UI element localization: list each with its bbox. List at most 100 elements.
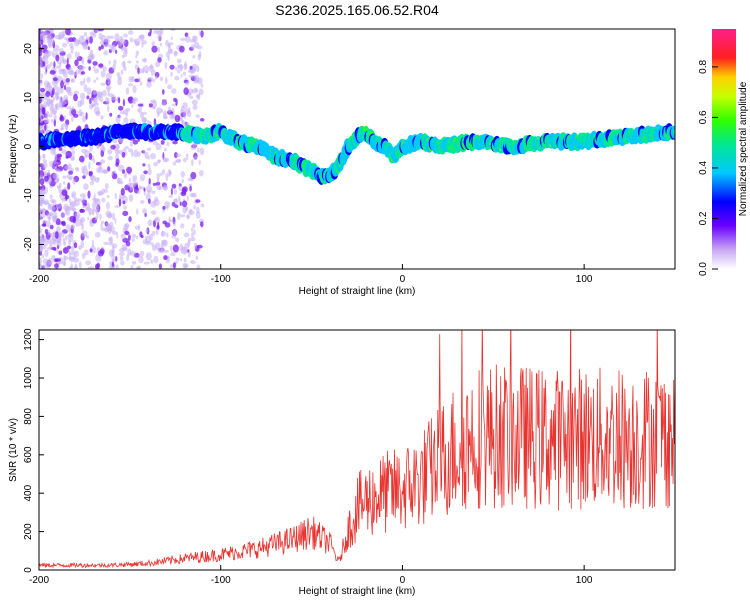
spectrogram-noise-cell: [53, 159, 57, 165]
spectrogram-noise-cell: [191, 63, 198, 69]
spectrogram-noise-cell: [94, 231, 101, 238]
snr-x-tick-label: -200: [29, 575, 49, 586]
spectrogram-noise-cell: [144, 151, 149, 160]
spectrogram-noise-cell: [170, 187, 173, 196]
spectrogram-y-ticks: -20 -10 0 10 20: [23, 43, 44, 252]
spectrogram-noise-cell: [40, 187, 45, 196]
spectrogram-noise-cell: [114, 205, 121, 208]
spectrogram-noise-cell: [39, 66, 42, 71]
spectrogram-noise-cell: [186, 213, 189, 220]
spectrogram-noise-cell: [192, 223, 196, 228]
spectrogram-noise-cell: [111, 266, 115, 269]
spectrogram-noise-cell: [143, 170, 148, 175]
spectrogram-noise-cell: [58, 231, 65, 238]
spectrogram-noise-cell: [56, 250, 60, 254]
colorbar-tick-label: 0.0: [698, 262, 709, 276]
spectrogram-noise-cell: [188, 74, 195, 78]
spectrogram-noise-cell: [109, 236, 114, 244]
spectrogram-noise-cell: [139, 250, 145, 257]
spectrogram-noise-cell: [43, 30, 47, 35]
spectrogram-noise-cell: [133, 181, 138, 186]
spectrogram-noise-cell: [197, 53, 201, 61]
spectrogram-noise-cell: [143, 65, 149, 74]
spectrogram-noise-cell: [165, 76, 168, 85]
spectrogram-noise-cell: [100, 222, 103, 229]
spectrogram-noise-cell: [135, 55, 138, 59]
spectrogram-noise-cell: [198, 159, 201, 166]
spectrogram-noise-cell: [68, 170, 73, 175]
spectrogram-noise-cell: [89, 248, 93, 253]
spectrogram-noise-cell: [141, 42, 144, 48]
spectrogram-noise-cell: [191, 232, 194, 238]
spectrogram-noise-cell: [170, 36, 173, 41]
spectrogram-noise-cell: [102, 89, 107, 97]
spectrogram-noise-cell: [150, 210, 157, 215]
spectrogram-noise-cell: [86, 95, 90, 100]
spectrogram-noise-cell: [62, 42, 67, 48]
spectrogram-noise-cell: [122, 210, 129, 217]
spectrogram-noise-cell: [53, 74, 57, 78]
spectrogram-noise-cell: [39, 230, 42, 235]
spectrogram-noise-cell: [173, 188, 178, 195]
spectrogram-noise-cell: [128, 216, 132, 223]
spectrogram-noise-cell: [81, 115, 87, 123]
spectrogram-noise-cell: [161, 239, 168, 244]
spectrogram-noise-cell: [47, 119, 50, 124]
spectrogram-noise-cell: [52, 215, 58, 223]
spectrogram-noise-cell: [195, 211, 201, 219]
spectrogram-noise-cell: [107, 148, 113, 155]
spectrogram-noise-cell: [54, 231, 59, 239]
spectrogram-noise-cell: [123, 117, 129, 124]
spectrogram-noise-cell: [59, 55, 63, 64]
spectrogram-noise-cell: [47, 229, 51, 235]
spectrogram-noise-cell: [190, 44, 196, 50]
spectrogram-noise-cell: [109, 225, 115, 233]
spectrogram-noise-cell: [62, 58, 67, 63]
spectrogram-noise-cell: [167, 257, 170, 261]
spectrogram-noise-cell: [71, 206, 76, 212]
spectrogram-noise-cell: [116, 72, 121, 78]
spectrogram-noise-cell: [79, 208, 84, 213]
spectrogram-ridge-cell: [339, 164, 341, 168]
spectrogram-noise-cell: [188, 208, 193, 214]
spectrogram-noise-cell: [138, 76, 141, 83]
spectrogram-noise-cell: [68, 37, 74, 43]
spectrogram-noise-cell: [39, 175, 44, 180]
spectrogram-noise-cell: [109, 35, 114, 40]
spectrogram-noise-cell: [136, 190, 141, 195]
spectrogram-noise-cell: [88, 152, 93, 160]
spectrogram-noise-cell: [94, 177, 100, 184]
spectrogram-noise-cell: [167, 55, 170, 61]
spectrogram-noise-cell: [189, 95, 194, 100]
spectrogram-noise-cell: [88, 66, 91, 71]
spectrogram-noise-cell: [71, 78, 74, 83]
spectrogram-noise-cell: [175, 66, 178, 71]
spectrogram-noise-cell: [104, 43, 111, 48]
spectrogram-noise-cell: [153, 217, 159, 222]
spectrogram-noise-cell: [73, 257, 80, 263]
spectrogram-noise-cell: [87, 190, 91, 199]
spectrogram-noise-cell: [168, 195, 173, 198]
spectrogram-noise-cell: [127, 148, 134, 153]
spectrogram-noise-cell: [79, 155, 85, 163]
spectrogram-noise-cell: [100, 149, 105, 158]
spectrogram-noise-cell: [180, 258, 183, 262]
spectrogram-noise-cell: [102, 169, 108, 174]
spectrogram-noise-cell: [68, 239, 72, 246]
spectrogram-noise-cell: [42, 235, 47, 243]
spectrogram-noise-cell: [183, 87, 189, 95]
spectrogram-noise-cell: [172, 244, 179, 253]
spectrogram-noise-cell: [191, 159, 194, 167]
spectrogram-noise-cell: [123, 66, 127, 71]
spectrogram-x-tick-label: 100: [576, 274, 593, 285]
spectrogram-noise-cell: [72, 178, 76, 185]
spectrogram-noise-cell: [135, 60, 139, 64]
spectrogram-noise-cell: [168, 170, 172, 176]
spectrogram-noise-cell: [119, 38, 126, 45]
spectrogram-noise-cell: [122, 200, 126, 205]
spectrogram-noise-cell: [42, 161, 48, 169]
spectrogram-noise-cell: [117, 181, 124, 185]
spectrogram-noise-cell: [39, 196, 45, 203]
spectrogram-noise-cell: [44, 116, 49, 124]
spectrogram-noise-cell: [39, 257, 42, 264]
